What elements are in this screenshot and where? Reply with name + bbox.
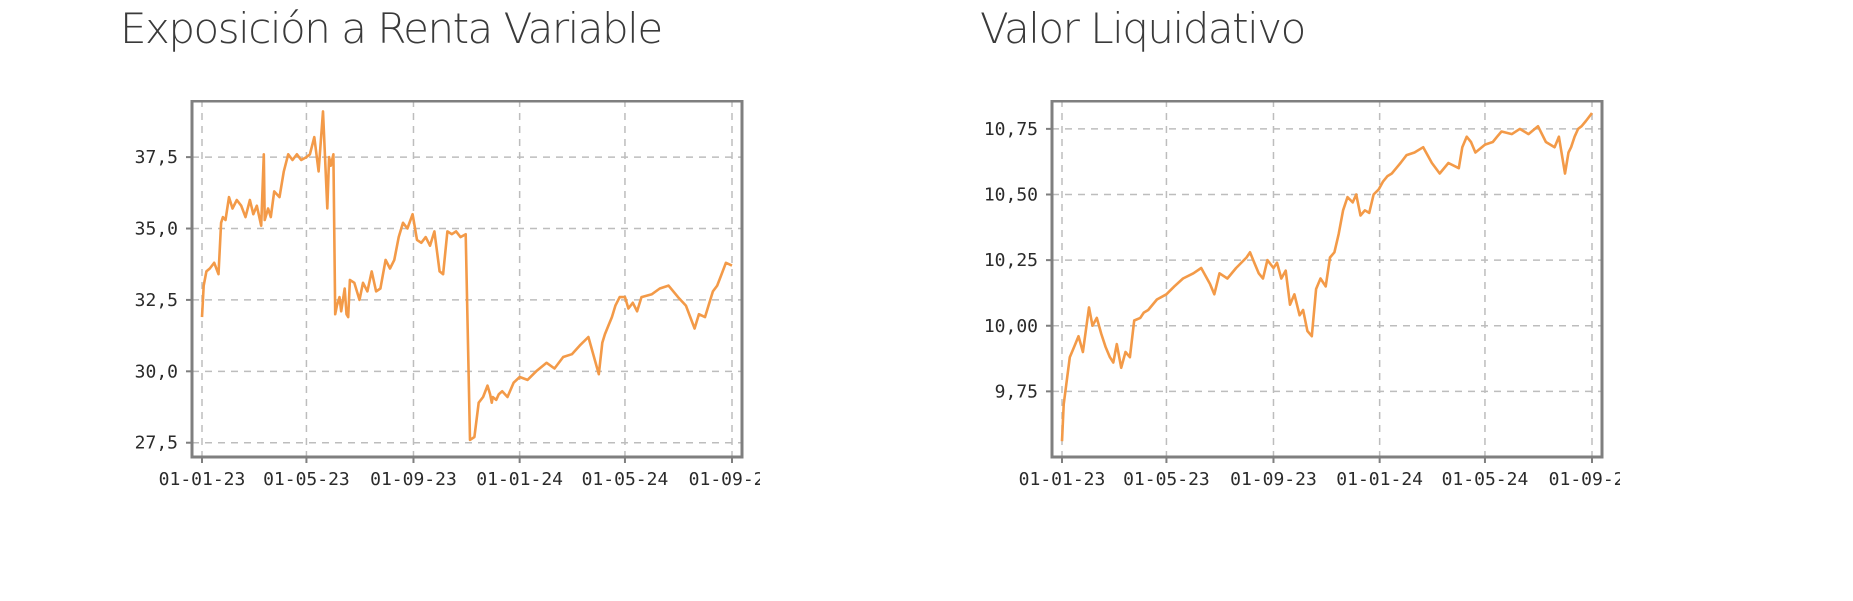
renta-variable-x-tick-label: 01-05-23 xyxy=(263,469,350,490)
valor-liquidativo-series-line xyxy=(1060,112,1594,442)
valor-liquidativo-y-tick-label: 10,75 xyxy=(984,119,1038,140)
renta-variable-x-tick-label: 01-09-23 xyxy=(370,469,457,490)
renta-variable-y-tick-label: 32,5 xyxy=(135,290,178,311)
chart-renta-variable: 27,5 30,0 32,5 35,0 37,5 01-01-23 01-05-23 01-0… xyxy=(135,100,760,490)
renta-variable-y-tick-label: 37,5 xyxy=(135,147,178,168)
chart-title-renta-variable: Exposición a Renta Variable xyxy=(120,4,663,53)
valor-liquidativo-y-tick-label: 10,50 xyxy=(984,185,1038,206)
renta-variable-y-tick-label: 30,0 xyxy=(135,361,178,382)
valor-liquidativo-x-tick-label: 01-01-24 xyxy=(1336,469,1423,490)
valor-liquidativo-y-tick-label: 9,75 xyxy=(995,381,1038,402)
valor-liquidativo-x-tick-label: 01-05-24 xyxy=(1442,469,1529,490)
chart-title-valor-liquidativo: Valor Liquidativo xyxy=(980,4,1306,53)
renta-variable-series-line xyxy=(200,110,733,442)
renta-variable-x-tick-label: 01-05-24 xyxy=(582,469,669,490)
valor-liquidativo-x-tick-label: 01-09-24 xyxy=(1549,469,1620,490)
valor-liquidativo-plot-frame xyxy=(1050,100,1604,459)
renta-variable-x-tick-label: 01-09-24 xyxy=(689,469,760,490)
renta-variable-x-tick-label: 01-01-24 xyxy=(476,469,563,490)
valor-liquidativo-y-tick-label: 10,00 xyxy=(984,316,1038,337)
renta-variable-y-tick-label: 27,5 xyxy=(135,433,178,454)
renta-variable-x-tick-label: 01-01-23 xyxy=(159,469,246,490)
valor-liquidativo-x-tick-label: 01-05-23 xyxy=(1123,469,1210,490)
valor-liquidativo-x-tick-label: 01-09-23 xyxy=(1230,469,1317,490)
valor-liquidativo-x-tick-label: 01-01-23 xyxy=(1019,469,1106,490)
renta-variable-y-tick-label: 35,0 xyxy=(135,219,178,240)
valor-liquidativo-y-tick-label: 10,25 xyxy=(984,250,1038,271)
chart-valor-liquidativo: 9,75 10,00 10,25 10,50 10,75 01-01-23 01-05-23… xyxy=(984,100,1620,490)
renta-variable-plot-frame xyxy=(190,100,744,459)
